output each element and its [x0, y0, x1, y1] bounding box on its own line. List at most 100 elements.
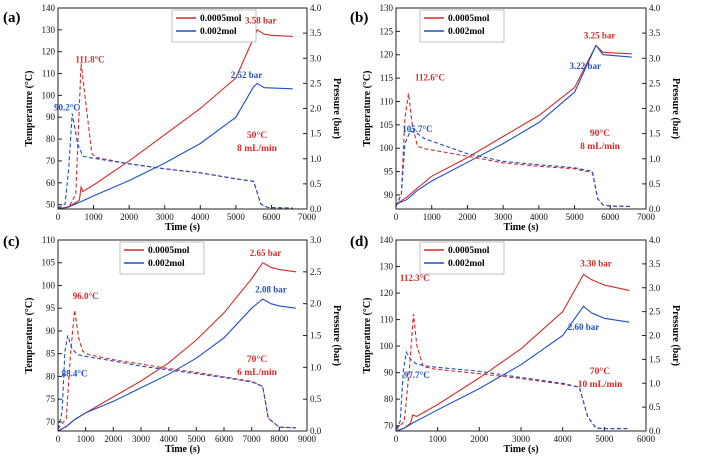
y-left-tick-label: 110	[42, 69, 56, 79]
legend-entry: 0.0005mol	[200, 14, 242, 24]
x-tick-label: 0	[394, 212, 399, 222]
data-annotation: 97.7°C	[404, 370, 430, 380]
x-tick-label: 2000	[104, 434, 123, 444]
data-annotation: 3.30 bar	[580, 259, 612, 269]
y-right-tick-label: 3.0	[649, 283, 661, 293]
y-right-axis-title: Pressure (bar)	[670, 305, 681, 366]
y-right-tick-label: 2.0	[310, 104, 322, 114]
y-right-tick-label: 3.5	[649, 259, 661, 269]
series-line-red-solid	[58, 28, 293, 209]
y-left-tick-label: 90	[46, 112, 56, 122]
y-left-tick-label: 70	[46, 417, 56, 427]
y-right-tick-label: 3.0	[310, 235, 322, 245]
y-left-tick-label: 130	[380, 262, 394, 272]
x-tick-label: 1000	[85, 212, 104, 222]
y-left-tick-label: 105	[42, 258, 56, 268]
x-tick-label: 7000	[298, 212, 317, 222]
y-right-tick-label: 1.5	[310, 331, 322, 341]
x-tick-label: 2000	[470, 434, 489, 444]
x-tick-label: 4000	[554, 434, 573, 444]
legend-box	[419, 241, 505, 275]
x-tick-label: 7000	[637, 212, 656, 222]
y-right-tick-label: 3.0	[649, 53, 661, 63]
legend-entry: 0.0005mol	[148, 246, 190, 256]
y-left-tick-label: 90	[46, 326, 56, 336]
x-tick-label: 5000	[595, 434, 614, 444]
data-annotation: 3.58 bar	[245, 15, 277, 25]
panel-d: 0 1000 2000 3000 4000 5000 6000 70 80 90 100 110 120…	[350, 234, 681, 455]
y-right-tick-label: 2.5	[649, 78, 661, 88]
y-right-axis-title: Pressure (bar)	[331, 78, 342, 139]
y-left-tick-label: 90	[384, 368, 394, 378]
x-axis-title: Time (s)	[503, 444, 538, 455]
y-left-tick-label: 70	[46, 156, 56, 166]
y-right-tick-label: 1.5	[649, 354, 661, 364]
y-left-tick-label: 130	[380, 3, 394, 13]
y-left-tick-label: 50	[46, 200, 56, 210]
y-right-axis-title: Pressure (bar)	[670, 78, 681, 139]
x-axis-title: Time (s)	[503, 222, 538, 233]
y-left-tick-label: 80	[46, 134, 56, 144]
panel-label: (a)	[3, 10, 21, 26]
panel-b: 0 1000 2000 3000 4000 5000 6000 7000 90 95 100 105 1…	[350, 3, 681, 233]
x-tick-label: 3000	[132, 434, 151, 444]
y-right-tick-label: 2.0	[310, 299, 322, 309]
legend-entry: 0.002mol	[148, 259, 185, 269]
y-right-tick-label: 0.0	[649, 204, 661, 214]
panel-label: (b)	[350, 10, 368, 26]
y-right-tick-label: 3.0	[310, 53, 322, 63]
y-left-tick-label: 140	[380, 235, 394, 245]
y-left-axis-title: Temperature (°C)	[362, 71, 373, 147]
series-line-red-solid	[396, 273, 630, 431]
x-tick-label: 7000	[243, 434, 262, 444]
data-annotation: 96.0°C	[73, 291, 99, 301]
panel-a: 0 1000 2000 3000 4000 5000 6000 7000 50 60 70 80 90 1…	[3, 3, 342, 233]
y-left-tick-label: 120	[380, 288, 394, 298]
y-right-tick-label: 4.0	[310, 3, 322, 13]
series-line-blue-solid	[396, 44, 632, 205]
x-tick-label: 9000	[298, 434, 317, 444]
condition-label: 10 mL/min	[578, 380, 623, 390]
x-tick-label: 2000	[120, 212, 139, 222]
y-right-tick-label: 2.5	[310, 267, 322, 277]
series-line-blue-dashed	[58, 113, 293, 209]
data-annotation: 88.4°C	[62, 368, 88, 378]
x-tick-label: 4000	[191, 212, 210, 222]
x-tick-label: 1000	[423, 212, 442, 222]
legend-entry: 0.0005mol	[448, 246, 490, 256]
y-left-tick-label: 95	[384, 167, 394, 177]
y-left-tick-label: 140	[42, 3, 56, 13]
x-axis-title: Time (s)	[165, 444, 200, 455]
y-left-tick-label: 80	[384, 394, 394, 404]
series-line-blue-solid	[58, 298, 296, 431]
data-annotation: 112.6°C	[415, 72, 445, 82]
y-right-tick-label: 4.0	[649, 235, 661, 245]
plot-area	[58, 28, 293, 209]
data-annotation: 2.52 bar	[231, 70, 263, 80]
data-annotation: 90.2°C	[54, 103, 80, 113]
x-tick-label: 5000	[227, 212, 246, 222]
series-line-blue-dashed	[396, 130, 632, 208]
x-tick-label: 0	[56, 212, 61, 222]
y-right-axis-title: Pressure (bar)	[331, 305, 342, 366]
y-left-tick-label: 90	[384, 190, 394, 200]
y-left-tick-label: 100	[42, 90, 56, 100]
x-tick-label: 1000	[77, 434, 96, 444]
legend: 0.0005mol 0.002mol	[419, 241, 505, 275]
y-right-tick-label: 2.0	[649, 331, 661, 341]
y-right-tick-label: 1.0	[310, 154, 322, 164]
y-left-tick-label: 85	[46, 349, 56, 359]
y-right-tick-label: 2.5	[310, 78, 322, 88]
legend-box	[119, 241, 205, 275]
y-left-tick-label: 80	[46, 371, 56, 381]
x-tick-label: 3000	[494, 212, 513, 222]
data-annotation: 111.8°C	[75, 55, 104, 65]
data-annotation: 105.7°C	[402, 124, 432, 134]
y-left-axis-title: Temperature (°C)	[24, 298, 35, 374]
series-line-blue-solid	[396, 305, 630, 431]
condition-label: 90°C	[590, 128, 610, 139]
y-left-tick-label: 130	[42, 25, 56, 35]
x-tick-label: 0	[394, 434, 399, 444]
legend-entry: 0.002mol	[448, 27, 485, 37]
